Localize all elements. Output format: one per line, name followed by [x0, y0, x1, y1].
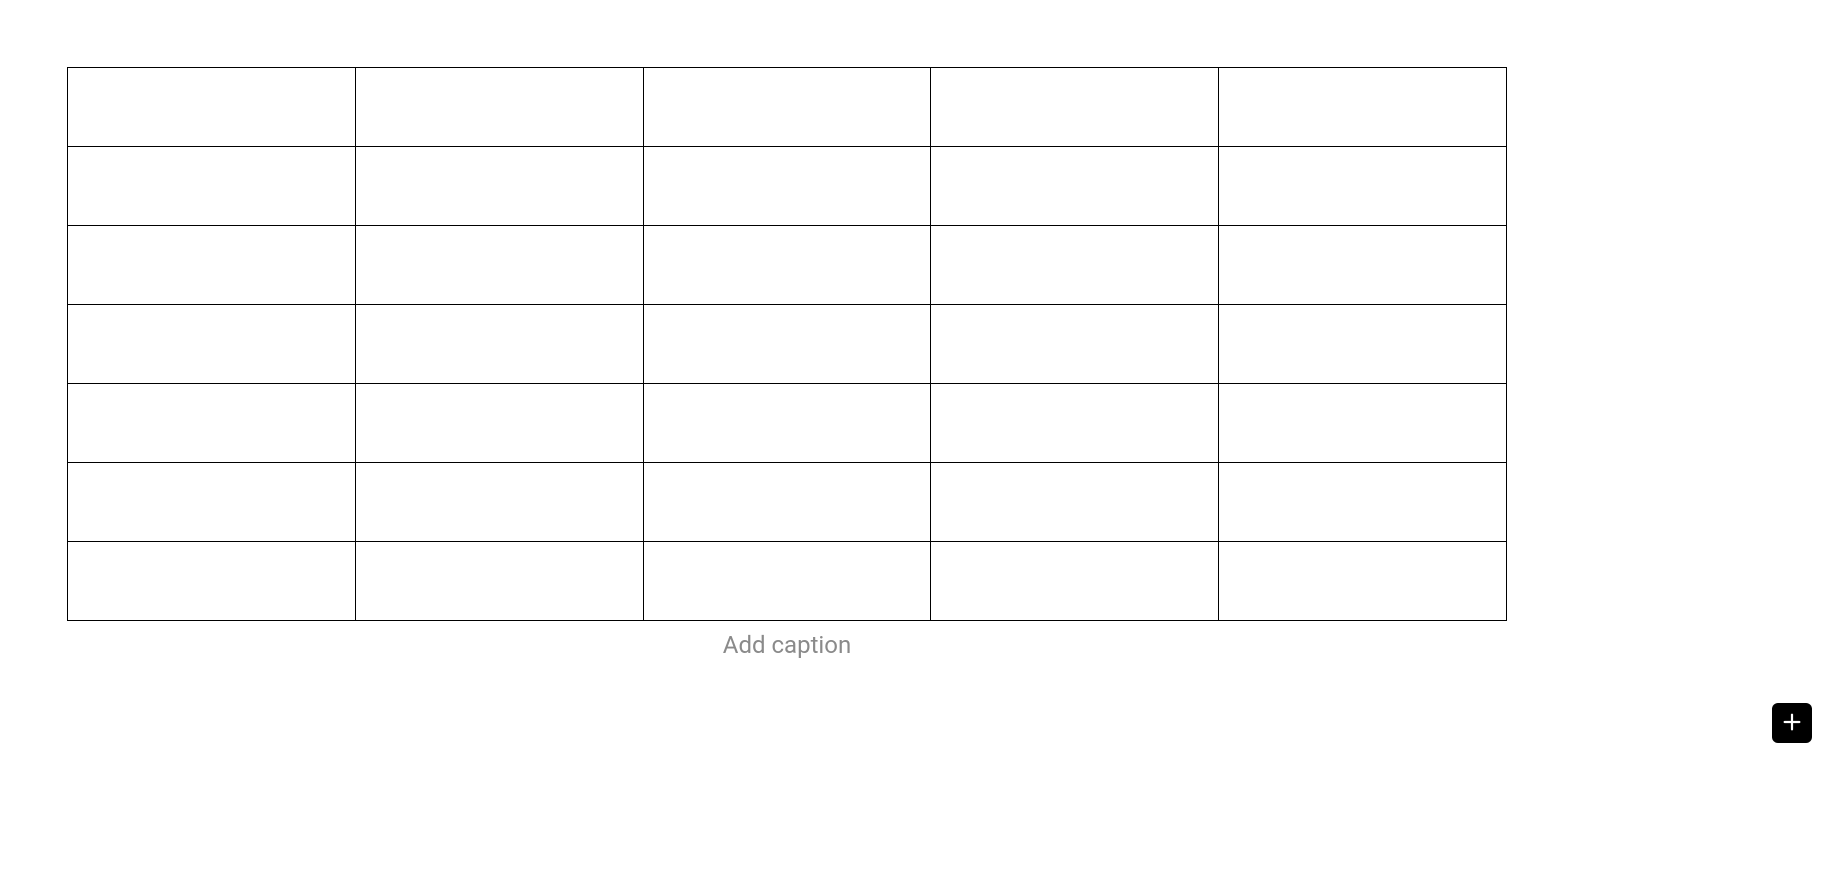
table-cell[interactable] — [68, 542, 356, 621]
table-container — [67, 67, 1507, 661]
table-cell[interactable] — [355, 463, 643, 542]
table-cell[interactable] — [68, 305, 356, 384]
table-cell[interactable] — [1219, 147, 1507, 226]
table-cell[interactable] — [355, 542, 643, 621]
table-cell[interactable] — [68, 68, 356, 147]
table-cell[interactable] — [355, 384, 643, 463]
table-cell[interactable] — [643, 463, 931, 542]
table-cell[interactable] — [643, 384, 931, 463]
table-row — [68, 463, 1507, 542]
table-cell[interactable] — [1219, 463, 1507, 542]
add-button[interactable] — [1772, 703, 1812, 743]
table-row — [68, 226, 1507, 305]
table-cell[interactable] — [355, 226, 643, 305]
table-cell[interactable] — [1219, 305, 1507, 384]
table-cell[interactable] — [931, 147, 1219, 226]
table-row — [68, 68, 1507, 147]
table-cell[interactable] — [1219, 68, 1507, 147]
table-cell[interactable] — [68, 226, 356, 305]
table-cell[interactable] — [643, 542, 931, 621]
table-cell[interactable] — [931, 384, 1219, 463]
table-cell[interactable] — [1219, 384, 1507, 463]
table-row — [68, 542, 1507, 621]
table-cell[interactable] — [1219, 226, 1507, 305]
table-cell[interactable] — [931, 226, 1219, 305]
table-cell[interactable] — [68, 384, 356, 463]
table-cell[interactable] — [643, 68, 931, 147]
table-cell[interactable] — [68, 147, 356, 226]
plus-icon — [1781, 711, 1803, 736]
table-row — [68, 305, 1507, 384]
data-table — [67, 67, 1507, 621]
table-body — [68, 68, 1507, 621]
table-row — [68, 384, 1507, 463]
table-cell[interactable] — [931, 463, 1219, 542]
table-cell[interactable] — [931, 305, 1219, 384]
table-cell[interactable] — [1219, 542, 1507, 621]
table-cell[interactable] — [643, 226, 931, 305]
table-caption-input[interactable] — [67, 631, 1507, 661]
table-cell[interactable] — [931, 542, 1219, 621]
table-row — [68, 147, 1507, 226]
table-cell[interactable] — [643, 305, 931, 384]
table-cell[interactable] — [68, 463, 356, 542]
table-cell[interactable] — [355, 305, 643, 384]
table-cell[interactable] — [355, 147, 643, 226]
table-cell[interactable] — [355, 68, 643, 147]
table-cell[interactable] — [931, 68, 1219, 147]
table-cell[interactable] — [643, 147, 931, 226]
